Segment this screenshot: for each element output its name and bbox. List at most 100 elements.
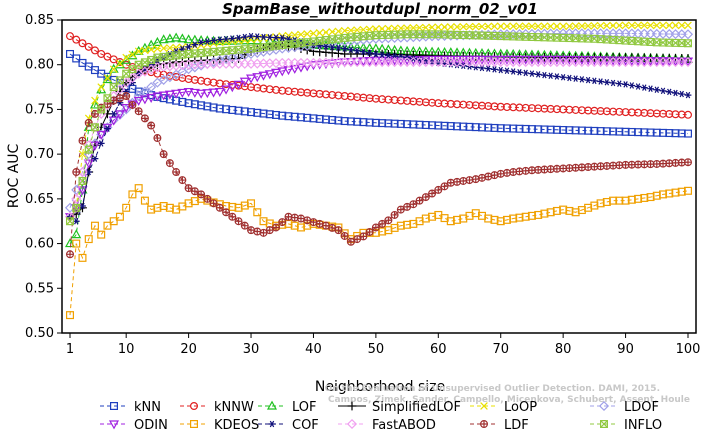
data-point-ldf [141, 114, 149, 122]
legend-item-lof: LOF [258, 400, 317, 415]
data-point-knn [683, 129, 692, 138]
data-point-odin [289, 64, 300, 74]
data-point-cof [272, 34, 280, 41]
legend-marker-fastabod [346, 418, 358, 430]
data-point-cof [509, 68, 517, 75]
data-point-ldf [466, 176, 473, 184]
legend-item-loop: LoOP [470, 400, 537, 415]
data-point-ldf [403, 203, 411, 211]
data-point-cof [534, 71, 542, 78]
data-point-ldf [66, 250, 74, 258]
series-line-kdeos [69, 187, 689, 316]
data-point-loop [559, 22, 567, 31]
data-point-loop [578, 22, 586, 30]
data-point-fastabod [71, 193, 82, 204]
data-point-ldf [328, 224, 336, 232]
data-point-ldf [472, 175, 480, 183]
data-point-loop [671, 21, 680, 30]
data-point-cof [216, 36, 224, 43]
data-point-ldf [253, 228, 261, 235]
data-point-loop [546, 22, 555, 31]
data-point-loop [534, 22, 543, 31]
data-point-kdeos [115, 212, 124, 221]
data-point-lof [177, 33, 188, 43]
data-point-cof [335, 44, 342, 52]
data-point-cof [665, 88, 673, 96]
data-point-loop [540, 22, 549, 31]
data-point-loop [434, 23, 443, 31]
data-point-loop [109, 65, 118, 74]
data-point-loop [290, 31, 299, 39]
data-point-odin [246, 74, 257, 84]
data-point-odin [121, 104, 132, 114]
data-point-loop [584, 22, 592, 30]
data-point-cof [278, 34, 286, 42]
data-point-kdeos [683, 186, 692, 195]
x-axis-label: Neighborhood size [315, 379, 445, 395]
legend-marker-ldof [598, 400, 610, 412]
y-tick-label: 0.70 [25, 147, 54, 162]
data-point-kdeos [253, 208, 262, 217]
legend-label-ldof: LDOF [624, 400, 659, 415]
legend-item-odin: ODIN [100, 418, 168, 433]
x-axis-ticks: 1 10 20 30 40 50 60 70 80 90 100 [66, 333, 700, 357]
data-point-odin [139, 95, 150, 105]
series-fastabod [64, 56, 694, 222]
legend-item-cof: COF [258, 418, 319, 433]
data-point-inflo [84, 145, 93, 154]
data-point-lof [102, 74, 113, 84]
data-point-cof [522, 69, 530, 77]
data-point-cof [659, 87, 667, 95]
data-point-ldf [516, 168, 523, 175]
data-point-cof [91, 155, 99, 162]
data-point-loop [465, 22, 474, 31]
data-point-cof [359, 48, 367, 56]
data-point-kdeos [247, 199, 256, 208]
data-point-cof [491, 66, 498, 73]
data-point-lof [164, 33, 175, 43]
data-point-kdeos [78, 253, 87, 262]
data-point-cof [672, 89, 679, 97]
data-point-ldf [453, 178, 461, 186]
data-point-cof [235, 34, 242, 42]
data-point-kdeos [109, 217, 118, 226]
legend-label-lof: LOF [292, 400, 317, 415]
data-point-odin [252, 73, 263, 83]
data-point-knnw [683, 110, 692, 119]
y-tick-label: 0.50 [25, 326, 54, 341]
data-point-cof [203, 38, 211, 45]
data-point-lof [114, 59, 125, 69]
data-point-loop [609, 21, 617, 30]
data-point-inflo [122, 69, 131, 78]
series-ldf [65, 92, 692, 259]
y-tick-label: 0.80 [25, 58, 54, 73]
legend-item-fastabod: FastABOD [338, 418, 436, 433]
data-point-loop [515, 22, 524, 31]
data-point-loop [459, 22, 468, 31]
data-point-kdeos [122, 203, 131, 212]
data-point-cof [241, 33, 249, 41]
data-point-ldf [191, 187, 199, 195]
data-point-cof [322, 43, 330, 50]
data-point-ldf [291, 214, 299, 222]
data-point-ldf [241, 222, 249, 230]
data-point-cof [328, 43, 336, 51]
data-point-loop [571, 22, 580, 30]
data-point-odin [108, 116, 119, 126]
data-point-cof [110, 110, 118, 118]
data-point-cof [553, 73, 561, 80]
legend-item-ldf: LDF [470, 418, 529, 433]
data-point-ldf [153, 134, 161, 142]
legend-label-inflo: INFLO [624, 418, 662, 433]
data-point-cof [597, 78, 605, 85]
data-point-cof [572, 75, 580, 82]
x-tick-label: 80 [555, 342, 572, 357]
data-point-ldf [359, 233, 367, 240]
data-point-inflo [103, 94, 112, 103]
data-point-cof [247, 32, 255, 40]
data-point-loop [528, 22, 536, 31]
data-point-ldf [397, 206, 405, 213]
data-point-odin [96, 130, 107, 140]
data-point-loop [159, 44, 168, 53]
data-point-cof [516, 68, 523, 76]
